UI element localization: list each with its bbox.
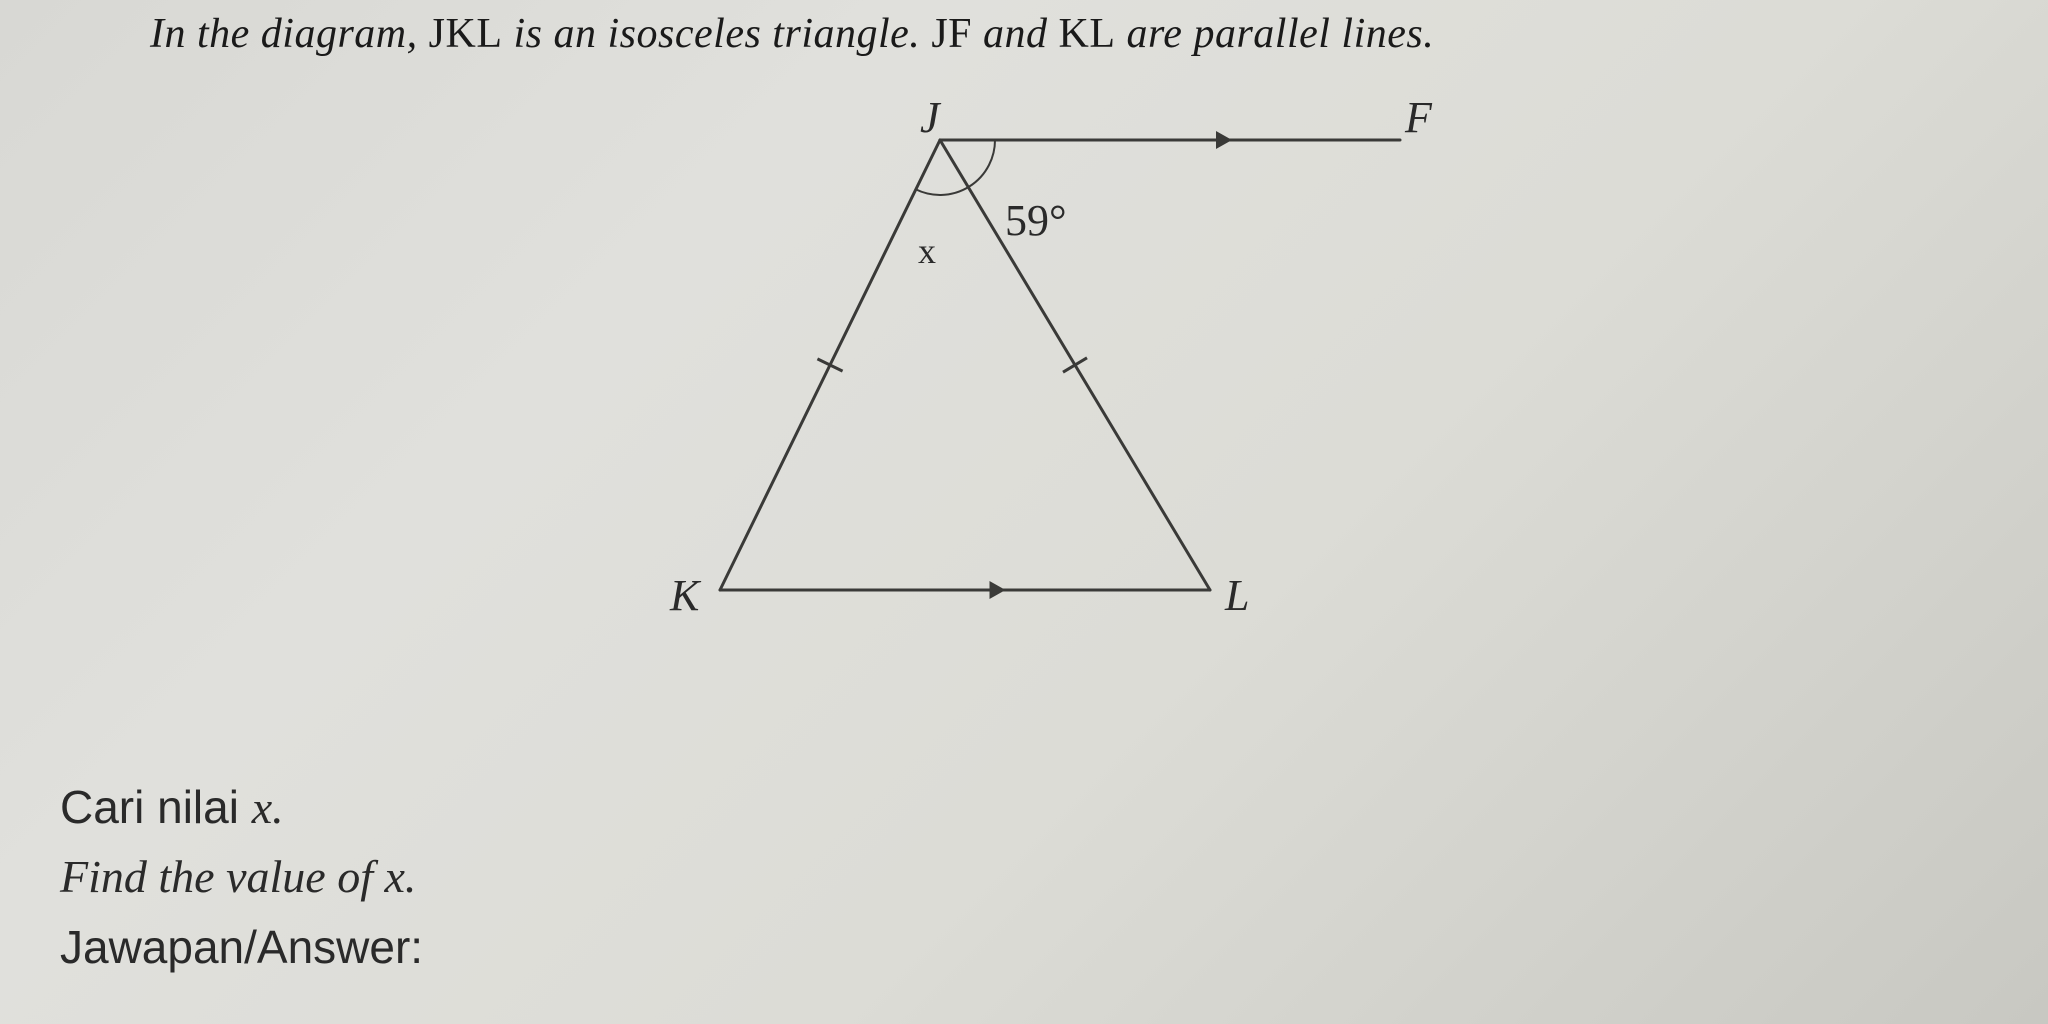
prompt-english-text: Find the value of <box>60 851 384 902</box>
line-kl: KL <box>1059 11 1116 57</box>
triangle-name: JKL <box>429 11 503 57</box>
line-jf: JF <box>931 11 972 57</box>
geometry-diagram: J K L F 59° x <box>640 90 1540 650</box>
stmt-mid2: and <box>972 11 1059 57</box>
stmt-prefix: In the diagram, <box>150 11 429 57</box>
angle-label: 59° <box>1005 195 1067 246</box>
vertex-label-f: F <box>1405 92 1432 143</box>
diagram-svg <box>640 90 1540 650</box>
prompt-english: Find the value of x. <box>60 850 416 903</box>
stmt-suffix: are parallel lines. <box>1116 11 1435 57</box>
x-variable-label: x <box>918 230 936 272</box>
stmt-mid: is an isosceles triangle. <box>503 11 932 57</box>
prompt-malay: Cari nilai x. <box>60 780 284 834</box>
vertex-label-k: K <box>670 570 699 621</box>
prompt-malay-text: Cari nilai <box>60 781 252 833</box>
answer-label: Jawapan/Answer: <box>60 920 423 974</box>
prompt-malay-x: x. <box>252 782 284 833</box>
problem-statement: In the diagram, JKL is an isosceles tria… <box>150 10 1434 58</box>
vertex-label-j: J <box>920 92 940 143</box>
vertex-label-l: L <box>1225 570 1249 621</box>
prompt-english-x: x. <box>384 851 416 902</box>
